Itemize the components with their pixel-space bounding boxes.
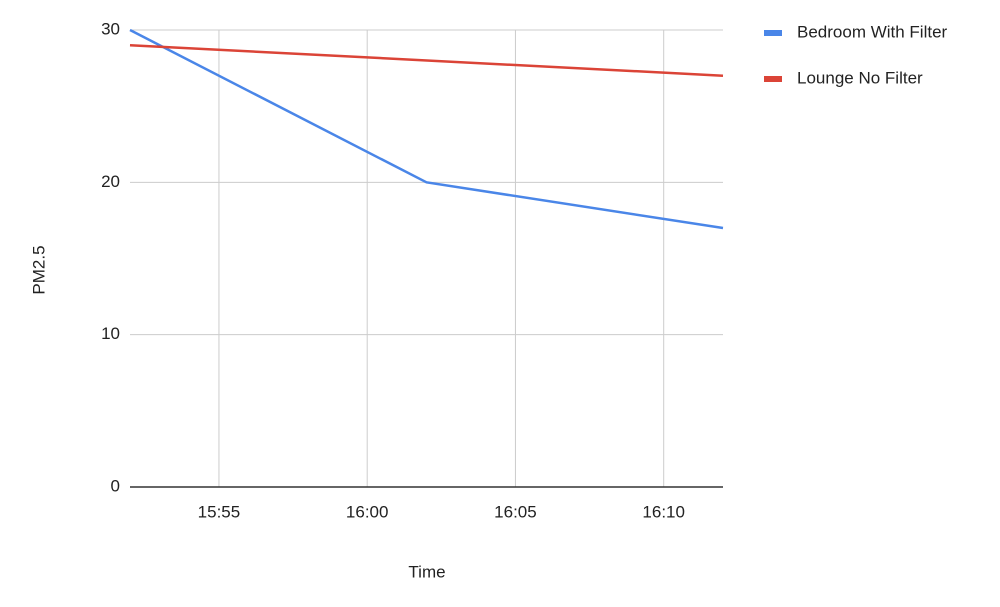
- series-line: [129, 28, 724, 230]
- x-tick-label: 16:10: [642, 502, 685, 521]
- y-tick-label: 20: [101, 172, 120, 191]
- x-tick-label: 16:00: [346, 502, 389, 521]
- x-axis-label: Time: [408, 562, 445, 581]
- legend-swatch: [764, 30, 782, 36]
- y-tick-label: 0: [111, 476, 120, 495]
- x-tick-label: 16:05: [494, 502, 537, 521]
- legend-label: Bedroom With Filter: [797, 22, 948, 41]
- y-tick-label: 30: [101, 19, 120, 38]
- y-tick-label: 10: [101, 324, 120, 343]
- x-tick-label: 15:55: [198, 502, 241, 521]
- series-line: [129, 43, 724, 77]
- y-axis-label: PM2.5: [29, 245, 48, 294]
- legend-label: Lounge No Filter: [797, 68, 923, 87]
- legend-swatch: [764, 76, 782, 82]
